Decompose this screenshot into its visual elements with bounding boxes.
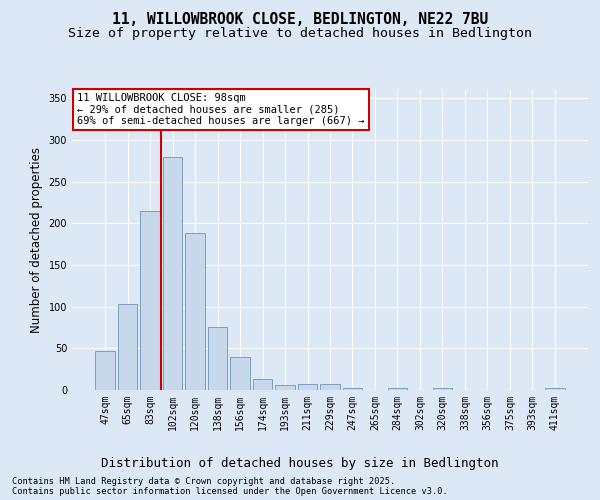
Bar [388, 388, 407, 390]
Text: Contains HM Land Registry data © Crown copyright and database right 2025.: Contains HM Land Registry data © Crown c… [12, 478, 395, 486]
Bar [208, 326, 227, 390]
Bar [343, 388, 362, 390]
Text: 11, WILLOWBROOK CLOSE, BEDLINGTON, NE22 7BU: 11, WILLOWBROOK CLOSE, BEDLINGTON, NE22 … [112, 12, 488, 28]
Bar [140, 211, 160, 390]
Y-axis label: Number of detached properties: Number of detached properties [30, 147, 43, 333]
Bar [545, 388, 565, 390]
Text: Contains public sector information licensed under the Open Government Licence v3: Contains public sector information licen… [12, 487, 448, 496]
Bar [320, 384, 340, 390]
Bar [230, 356, 250, 390]
Bar [433, 388, 452, 390]
Bar [298, 384, 317, 390]
Bar [253, 379, 272, 390]
Bar [275, 385, 295, 390]
Bar [163, 156, 182, 390]
Bar [118, 304, 137, 390]
Bar [185, 234, 205, 390]
Bar [95, 351, 115, 390]
Text: Distribution of detached houses by size in Bedlington: Distribution of detached houses by size … [101, 458, 499, 470]
Text: Size of property relative to detached houses in Bedlington: Size of property relative to detached ho… [68, 28, 532, 40]
Text: 11 WILLOWBROOK CLOSE: 98sqm
← 29% of detached houses are smaller (285)
69% of se: 11 WILLOWBROOK CLOSE: 98sqm ← 29% of det… [77, 93, 365, 126]
